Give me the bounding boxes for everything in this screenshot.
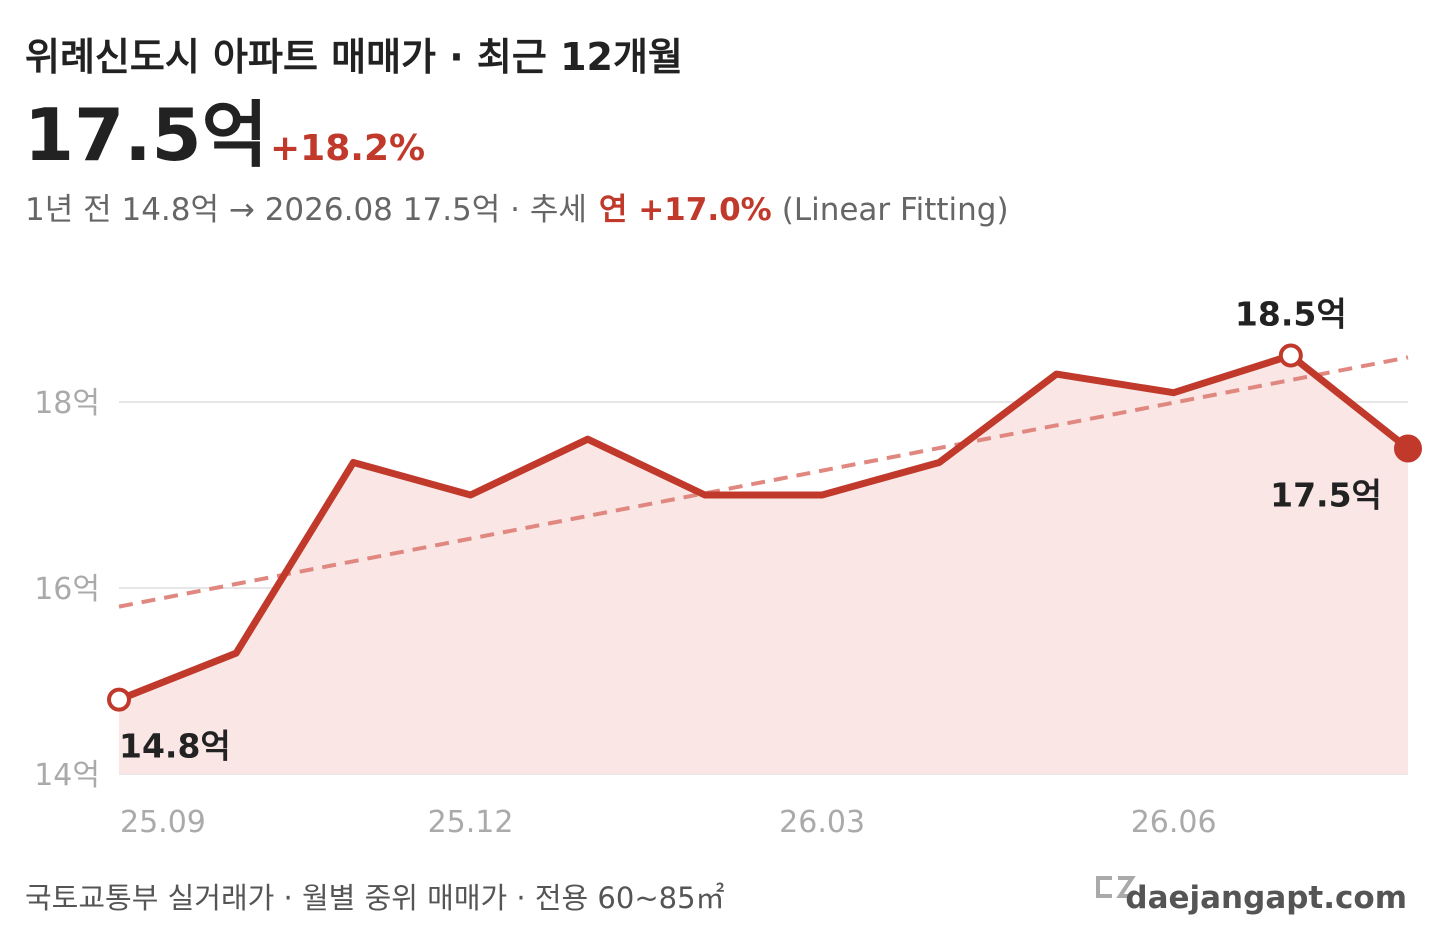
value-label: 17.5억 <box>1270 476 1382 515</box>
trend-method: (Linear Fitting) <box>782 192 1009 228</box>
chart-title: 위례신도시 아파트 매매가 · 최근 12개월 <box>25 35 683 79</box>
point-marker <box>1394 434 1422 463</box>
x-tick-label: 25.09 <box>120 805 206 840</box>
x-tick-label: 26.06 <box>1131 805 1217 840</box>
y-tick-label: 16억 <box>34 572 100 607</box>
brand: daejangapt.com <box>1125 880 1407 916</box>
value-label: 18.5억 <box>1235 295 1347 334</box>
point-marker <box>107 687 131 712</box>
y-tick-label: 18억 <box>34 386 100 421</box>
change: +18.2% <box>270 128 425 169</box>
value-label: 14.8억 <box>119 727 231 766</box>
area <box>119 355 1408 774</box>
source: 국토교통부 실거래가 · 월별 중위 매매가 · 전용 60~85㎡ <box>25 881 725 915</box>
headline: 17.5억 <box>24 93 268 177</box>
point-marker <box>1278 343 1303 368</box>
y-tick-label: 14억 <box>34 758 100 793</box>
x-tick-label: 25.12 <box>428 805 514 840</box>
brand-logo <box>1096 876 1136 898</box>
plot: 14억 16억 18억 14.8억 18.5억 17.5억 25.09 25.12 26.03 2… <box>34 295 1422 840</box>
subtitle-line: 1년 전 14.8억 → 2026.08 17.5억 · 추세 연 +17.0% (… <box>25 192 1009 228</box>
subtitle: 1년 전 14.8억 → 2026.08 17.5억 · 추세 <box>25 192 587 228</box>
line <box>117 352 1411 703</box>
trend-line <box>118 355 1409 609</box>
x-tick-label: 26.03 <box>779 805 865 840</box>
trend-rate: 연 +17.0% <box>599 192 772 228</box>
